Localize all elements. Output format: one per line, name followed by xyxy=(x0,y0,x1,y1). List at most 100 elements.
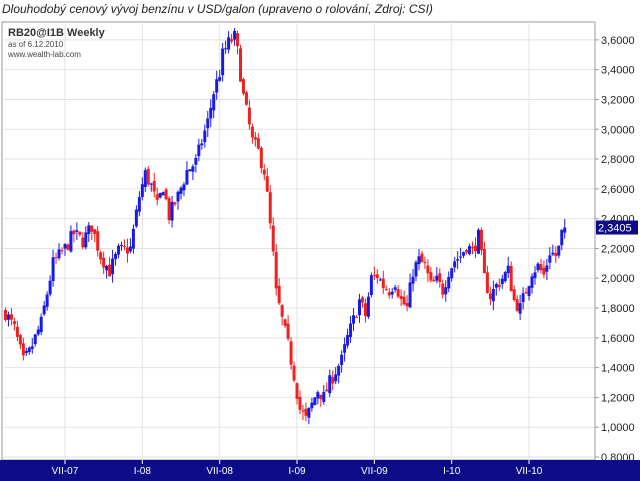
candle-body xyxy=(114,253,118,260)
symbol-label: RB20@I1B Weekly xyxy=(8,27,106,39)
candle-body xyxy=(90,225,94,232)
candle-body xyxy=(236,33,240,47)
candle-body xyxy=(295,383,299,399)
candle-body xyxy=(325,389,329,392)
candle-body xyxy=(298,397,302,410)
y-tick-label: 3,0000 xyxy=(601,124,635,136)
candle-body xyxy=(48,280,52,295)
candle-body xyxy=(366,296,370,317)
candle-body xyxy=(54,257,58,259)
candle-body xyxy=(316,392,320,399)
candle-body xyxy=(149,183,153,185)
candle-body xyxy=(494,283,498,288)
candle-body xyxy=(438,273,442,283)
candle-body xyxy=(476,229,480,254)
candle-body xyxy=(146,168,150,185)
candle-body xyxy=(515,299,519,311)
candle-body xyxy=(137,197,141,212)
gridlines xyxy=(2,22,595,460)
candle-body xyxy=(399,296,403,299)
last-value-label: 2,3405 xyxy=(598,223,632,235)
candle-body xyxy=(402,296,406,305)
candle-body xyxy=(63,244,67,249)
candle-body xyxy=(250,126,254,138)
candle-body xyxy=(78,231,82,235)
x-tick-label: VII-10 xyxy=(516,466,543,477)
candle-body xyxy=(230,39,234,42)
last-value-marker: 2,3405 xyxy=(596,220,638,235)
candle-body xyxy=(301,410,305,412)
candle-body xyxy=(125,247,129,254)
candle-body xyxy=(408,282,412,308)
candle-body xyxy=(36,329,40,335)
candle-body xyxy=(545,265,549,272)
candle-body xyxy=(212,94,216,111)
candle-body xyxy=(432,280,436,282)
candle-body xyxy=(27,347,31,353)
candlestick-chart: 0,80001,00001,20001,40001,60001,80002,00… xyxy=(0,21,640,481)
candle-body xyxy=(120,244,124,246)
x-tick-label: VII-07 xyxy=(52,466,79,477)
candle-body xyxy=(176,191,180,202)
candle-body xyxy=(96,231,100,251)
candle-body xyxy=(512,289,516,300)
candle-body xyxy=(194,157,198,165)
candle-body xyxy=(206,118,210,129)
candle-body xyxy=(140,184,144,198)
candle-body xyxy=(560,229,564,246)
candle-body xyxy=(304,408,308,416)
candle-body xyxy=(390,291,394,295)
candle-body xyxy=(355,316,359,318)
y-tick-label: 1,0000 xyxy=(601,422,635,434)
candle-body xyxy=(244,92,248,105)
candle-body xyxy=(435,275,439,281)
candle-body xyxy=(117,245,121,255)
candle-body xyxy=(328,375,332,394)
candle-body xyxy=(256,138,260,149)
candle-body xyxy=(551,252,555,255)
candle-body xyxy=(155,194,159,200)
y-tick-label: 2,6000 xyxy=(601,184,635,196)
candle-body xyxy=(167,198,171,221)
x-tick-label: VII-08 xyxy=(206,466,233,477)
x-tick-label: VII-09 xyxy=(361,466,388,477)
candle-body xyxy=(465,250,469,253)
candle-body xyxy=(369,275,373,295)
candle-body xyxy=(84,232,88,248)
candle-body xyxy=(30,346,34,349)
candle-body xyxy=(247,107,251,125)
candle-body xyxy=(173,202,177,205)
candle-body xyxy=(182,184,186,191)
x-axis-ticks: VII-07 I-08 VII-08 I-09 VII-09 I-10 VII-10 xyxy=(52,460,543,477)
as-of-date: as of 6.12.2010 xyxy=(8,40,64,49)
candle-body xyxy=(224,48,228,50)
candle-body xyxy=(527,286,531,296)
candle-body xyxy=(197,144,201,157)
candle-body xyxy=(423,262,427,264)
candle-body xyxy=(426,265,430,274)
x-tick-label: I-08 xyxy=(134,466,152,477)
candle-body xyxy=(372,274,376,276)
candle-body xyxy=(152,181,156,192)
candle-body xyxy=(215,79,219,93)
y-tick-label: 1,4000 xyxy=(601,363,635,375)
candle-body xyxy=(164,189,168,200)
y-tick-label: 3,4000 xyxy=(601,65,635,77)
candle-body xyxy=(331,377,335,384)
candle-body xyxy=(158,192,162,198)
candle-body xyxy=(482,248,486,274)
candle-body xyxy=(378,279,382,281)
candle-body xyxy=(444,287,448,295)
candle-body xyxy=(60,250,64,252)
candle-body xyxy=(209,107,213,119)
candle-body xyxy=(429,272,433,281)
candle-body xyxy=(450,268,454,279)
candle-body xyxy=(384,289,388,291)
candle-body xyxy=(346,334,350,346)
candle-body xyxy=(69,231,73,252)
candle-body xyxy=(81,237,85,248)
candle-body xyxy=(506,265,510,274)
candle-body xyxy=(268,192,272,224)
candle-body xyxy=(387,292,391,296)
x-tick-label: I-09 xyxy=(288,466,306,477)
